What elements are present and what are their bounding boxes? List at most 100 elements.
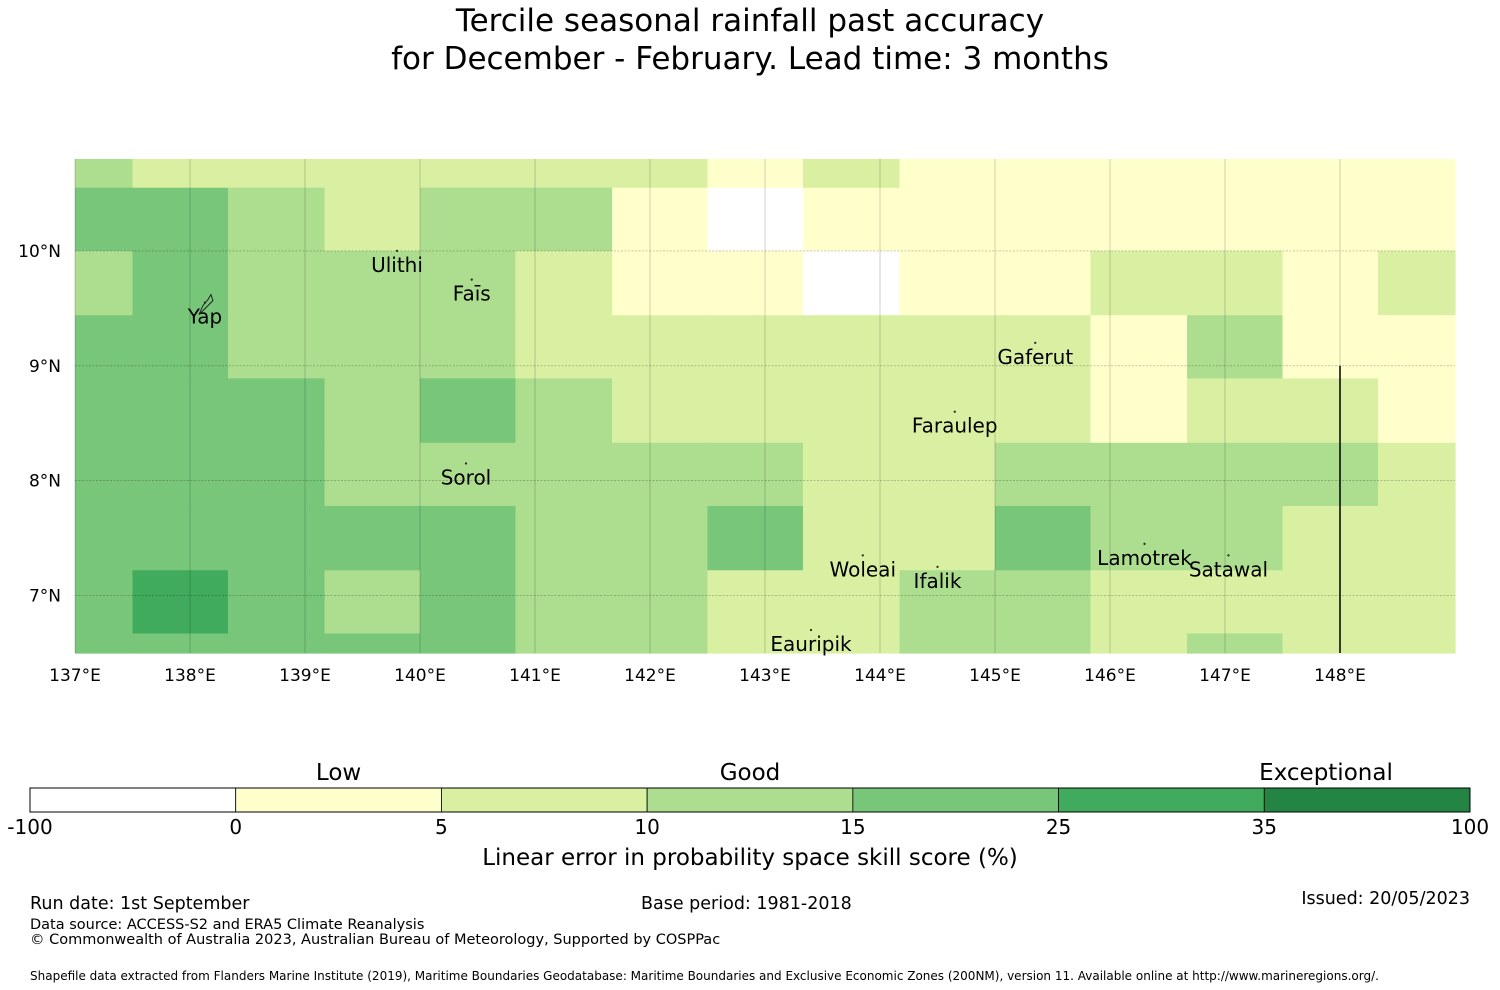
map-title: Tercile seasonal rainfall past accuracy …: [0, 2, 1500, 78]
colorbar-tick-label: 15: [840, 815, 866, 839]
colorbar-tick-label: 5: [435, 815, 448, 839]
colorbar-category-label: Good: [719, 760, 781, 786]
colorbar-category-label: Exceptional: [1259, 760, 1393, 786]
grid-cell: [1090, 250, 1188, 316]
grid-cell: [1377, 570, 1456, 635]
skill-grid: [75, 159, 1456, 654]
grid-cell: [707, 315, 804, 380]
grid-cell: [515, 315, 613, 380]
island-label: Yap: [187, 305, 222, 329]
grid-cell: [899, 187, 996, 252]
grid-cell: [515, 505, 613, 571]
grid-cell: [1282, 505, 1379, 571]
grid-cell: [707, 159, 804, 189]
lon-tick-label: 145°E: [969, 666, 1021, 686]
grid-cell: [1187, 250, 1284, 316]
island-label: Ifalik: [914, 569, 962, 593]
grid-cell: [420, 378, 517, 444]
grid-cell: [1187, 378, 1284, 444]
lon-tick-label: 148°E: [1314, 666, 1366, 686]
issued-date: Issued: 20/05/2023: [1301, 889, 1470, 909]
grid-cell: [802, 187, 901, 252]
island-dot: [464, 462, 468, 465]
grid-cell: [612, 250, 709, 316]
island-label: Gaferut: [997, 345, 1073, 369]
grid-cell: [1090, 442, 1188, 507]
grid-cell: [1090, 505, 1188, 571]
grid-cell: [227, 633, 326, 654]
grid-cell: [1282, 159, 1379, 189]
grid-cell: [324, 315, 421, 380]
grid-cell: [707, 442, 804, 507]
grid-cell: [1187, 442, 1284, 507]
title-line-1: Tercile seasonal rainfall past accuracy: [455, 3, 1045, 39]
lon-tick-label: 138°E: [164, 666, 216, 686]
grid-cell: [612, 187, 709, 252]
colorbar-segment: [1058, 787, 1265, 813]
grid-cell: [707, 378, 804, 444]
colorbar-tick-label: 35: [1251, 815, 1278, 839]
grid-cell: [1090, 187, 1188, 252]
grid-cell: [802, 570, 901, 635]
grid-cell: [227, 159, 326, 189]
grid-cell: [1377, 187, 1456, 252]
grid-cell: [1187, 315, 1284, 380]
island-label: Faraulep: [912, 414, 998, 438]
copyright: © Commonwealth of Australia 2023, Austra…: [30, 932, 721, 948]
grid-cell: [324, 159, 421, 189]
grid-cell: [1090, 159, 1188, 189]
island-dot: [861, 554, 864, 557]
island-label: Lamotrek: [1097, 546, 1192, 570]
grid-cell: [227, 187, 326, 252]
colorbar-tick-label: 10: [634, 815, 660, 839]
grid-cell: [612, 570, 709, 635]
title-line-2: for December - February. Lead time: 3 mo…: [391, 41, 1109, 77]
grid-cell: [1377, 159, 1456, 189]
grid-cell: [995, 505, 1092, 571]
grid-cell: [1377, 442, 1456, 507]
grid-cell: [75, 378, 134, 444]
lat-tick-label: 8°N: [29, 472, 61, 492]
island-dot: [470, 278, 473, 281]
grid-cell: [324, 505, 421, 571]
grid-cell: [899, 315, 996, 380]
grid-cell: [1187, 187, 1284, 252]
colorbar-frame: [29, 787, 1471, 813]
grid-cell: [515, 378, 613, 444]
grid-cell: [899, 442, 996, 507]
grid-cell: [515, 187, 613, 252]
grid-cell: [1377, 315, 1456, 380]
grid-cell: [324, 250, 421, 316]
island-label: Faīs: [453, 282, 491, 306]
grid-cell: [612, 378, 709, 444]
colorbar-tick-label: 100: [1450, 815, 1490, 839]
colorbar-label: Linear error in probability space skill …: [482, 845, 1018, 871]
lon-tick-label: 139°E: [279, 666, 331, 686]
lat-tick-label: 9°N: [29, 357, 61, 377]
grid-cell: [515, 633, 613, 654]
lon-tick-label: 143°E: [739, 666, 791, 686]
grid-cell: [707, 187, 804, 252]
grid-cell: [75, 159, 134, 189]
grid-cell: [995, 570, 1092, 635]
grid-cell: [899, 570, 996, 635]
grid-cell: [1187, 159, 1284, 189]
grid-cell: [227, 505, 326, 571]
grid-cell: [420, 633, 517, 654]
grid-cell: [132, 633, 229, 654]
lon-tick-label: 137°E: [49, 666, 101, 686]
grid-cell: [1090, 378, 1188, 444]
grid-cell: [707, 570, 804, 635]
grid-cell: [995, 633, 1092, 654]
grid-cell: [1187, 505, 1284, 571]
lon-tick-label: 140°E: [394, 666, 446, 686]
grid-cell: [802, 378, 901, 444]
grid-cell: [802, 250, 901, 316]
grid-cell: [995, 442, 1092, 507]
grid-cell: [132, 315, 229, 380]
lon-tick-label: 142°E: [624, 666, 676, 686]
map-axes: 137°E 138°E 139°E 140°E 141°E 142°E 143°E 144°E…: [18, 242, 1366, 686]
grid-cell: [1090, 315, 1188, 380]
colorbar-tick-label: 25: [1045, 815, 1072, 839]
